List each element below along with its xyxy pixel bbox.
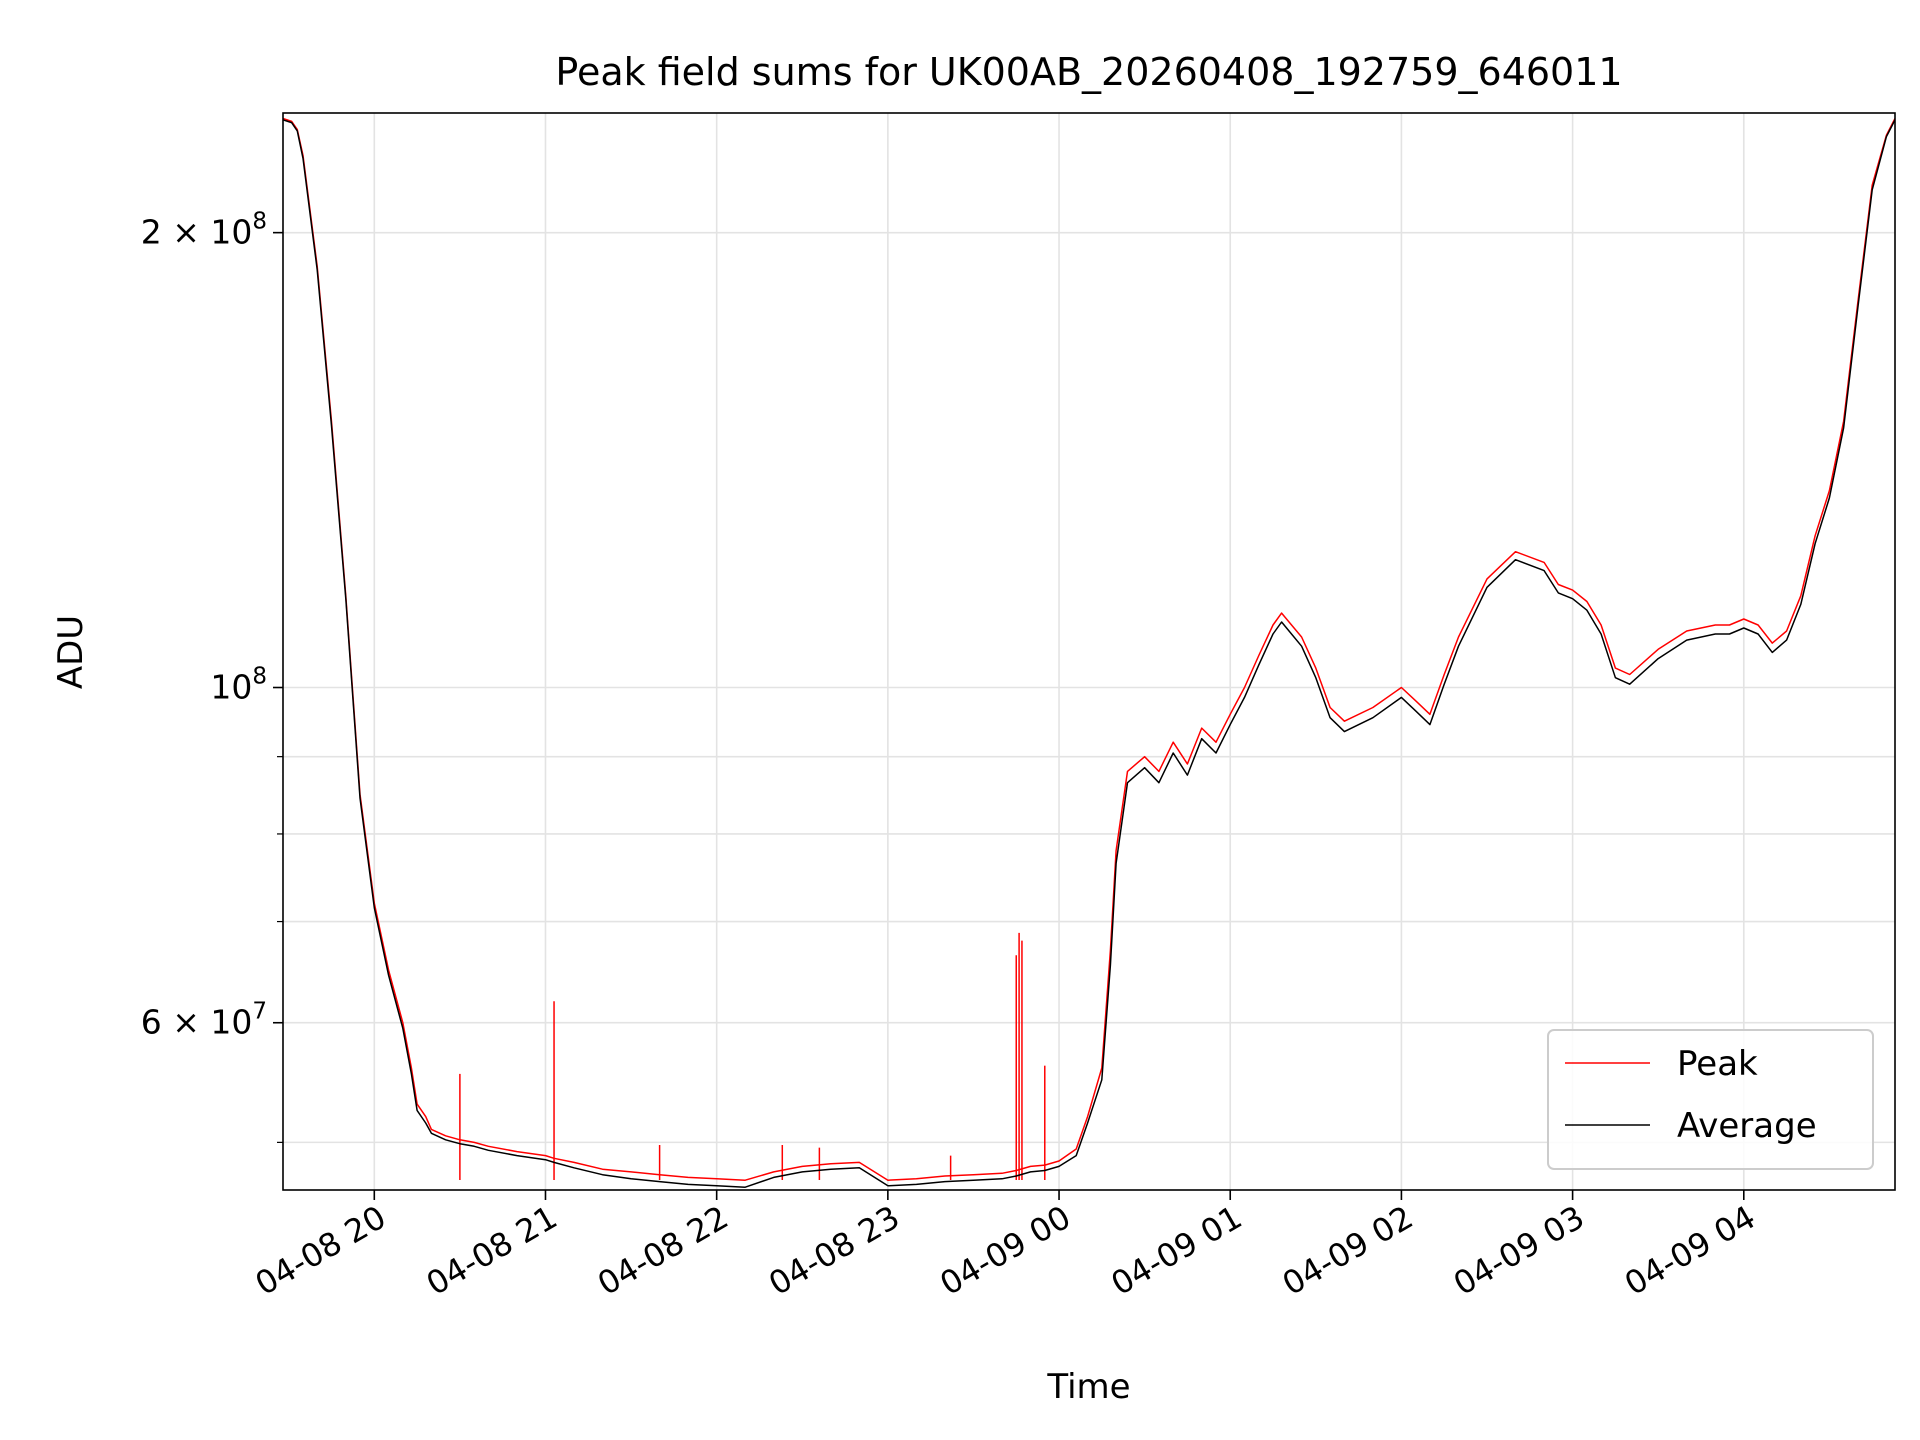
legend-box xyxy=(1547,1029,1874,1170)
plot-frame xyxy=(282,112,1896,1191)
grid-lines xyxy=(283,113,1895,1190)
legend-label-average: Average xyxy=(1677,1106,1817,1146)
series-line-peak xyxy=(283,117,1895,1181)
y-axis-label: ADU xyxy=(51,615,91,689)
y-axis: 2 × 108 108 6 × 107 xyxy=(141,209,283,1143)
y-tick-label: 2 × 108 xyxy=(141,209,267,252)
legend: Peak Average xyxy=(1547,1029,1874,1170)
y-tick-label: 108 xyxy=(210,664,267,707)
chart-title: Peak field sums for UK00AB_20260408_1927… xyxy=(555,50,1622,94)
series-layer xyxy=(283,117,1895,1188)
legend-label-peak: Peak xyxy=(1677,1044,1758,1084)
series-line-average xyxy=(283,119,1895,1188)
x-axis-label: Time xyxy=(1046,1367,1130,1407)
y-tick-label: 6 × 107 xyxy=(141,999,267,1042)
